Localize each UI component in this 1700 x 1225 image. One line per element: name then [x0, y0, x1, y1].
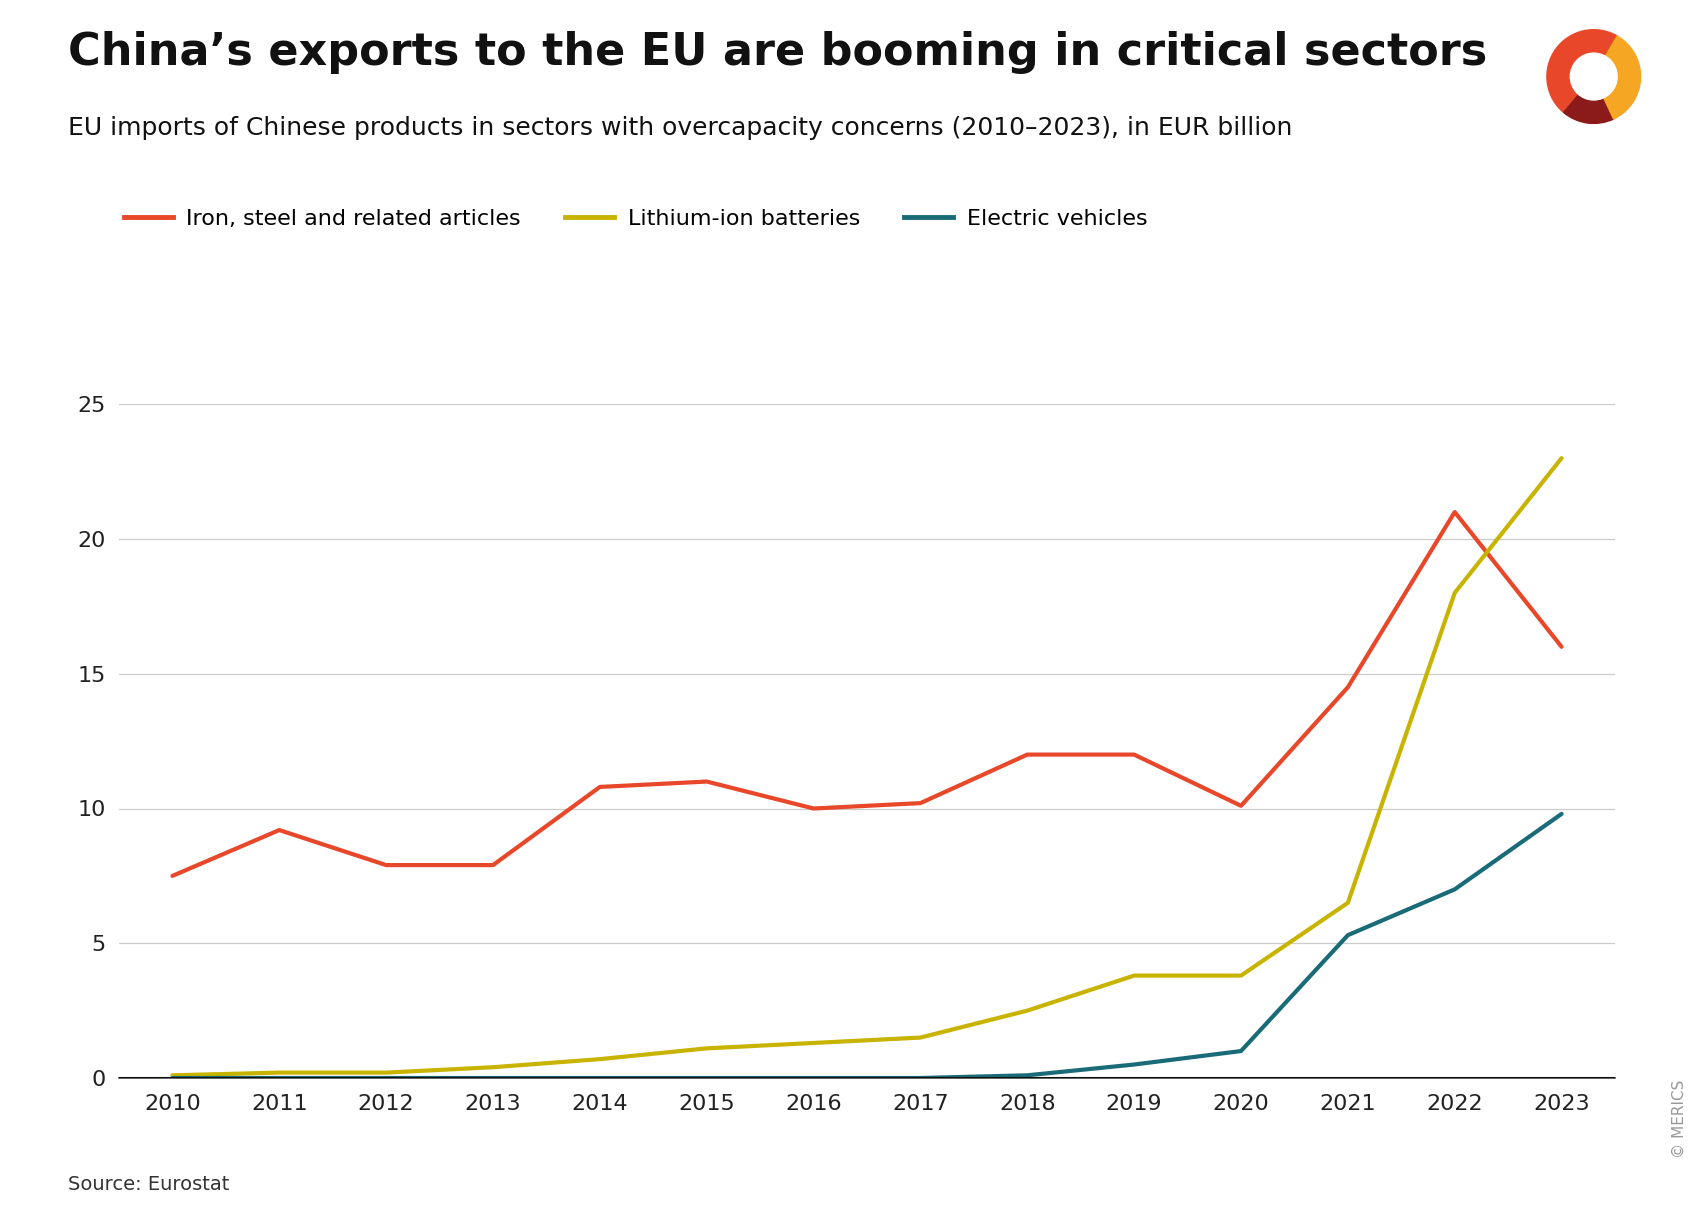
Text: © MERICS: © MERICS [1671, 1079, 1686, 1158]
Legend: Iron, steel and related articles, Lithium-ion batteries, Electric vehicles: Iron, steel and related articles, Lithiu… [116, 200, 1156, 238]
Circle shape [1544, 27, 1644, 126]
Text: EU imports of Chinese products in sectors with overcapacity concerns (2010–2023): EU imports of Chinese products in sector… [68, 116, 1292, 141]
Text: China’s exports to the EU are booming in critical sectors: China’s exports to the EU are booming in… [68, 31, 1488, 74]
Wedge shape [1547, 29, 1617, 113]
Wedge shape [1593, 36, 1640, 119]
Circle shape [1571, 53, 1617, 100]
Circle shape [1583, 66, 1605, 87]
Wedge shape [1564, 76, 1613, 124]
Text: Source: Eurostat: Source: Eurostat [68, 1175, 230, 1194]
